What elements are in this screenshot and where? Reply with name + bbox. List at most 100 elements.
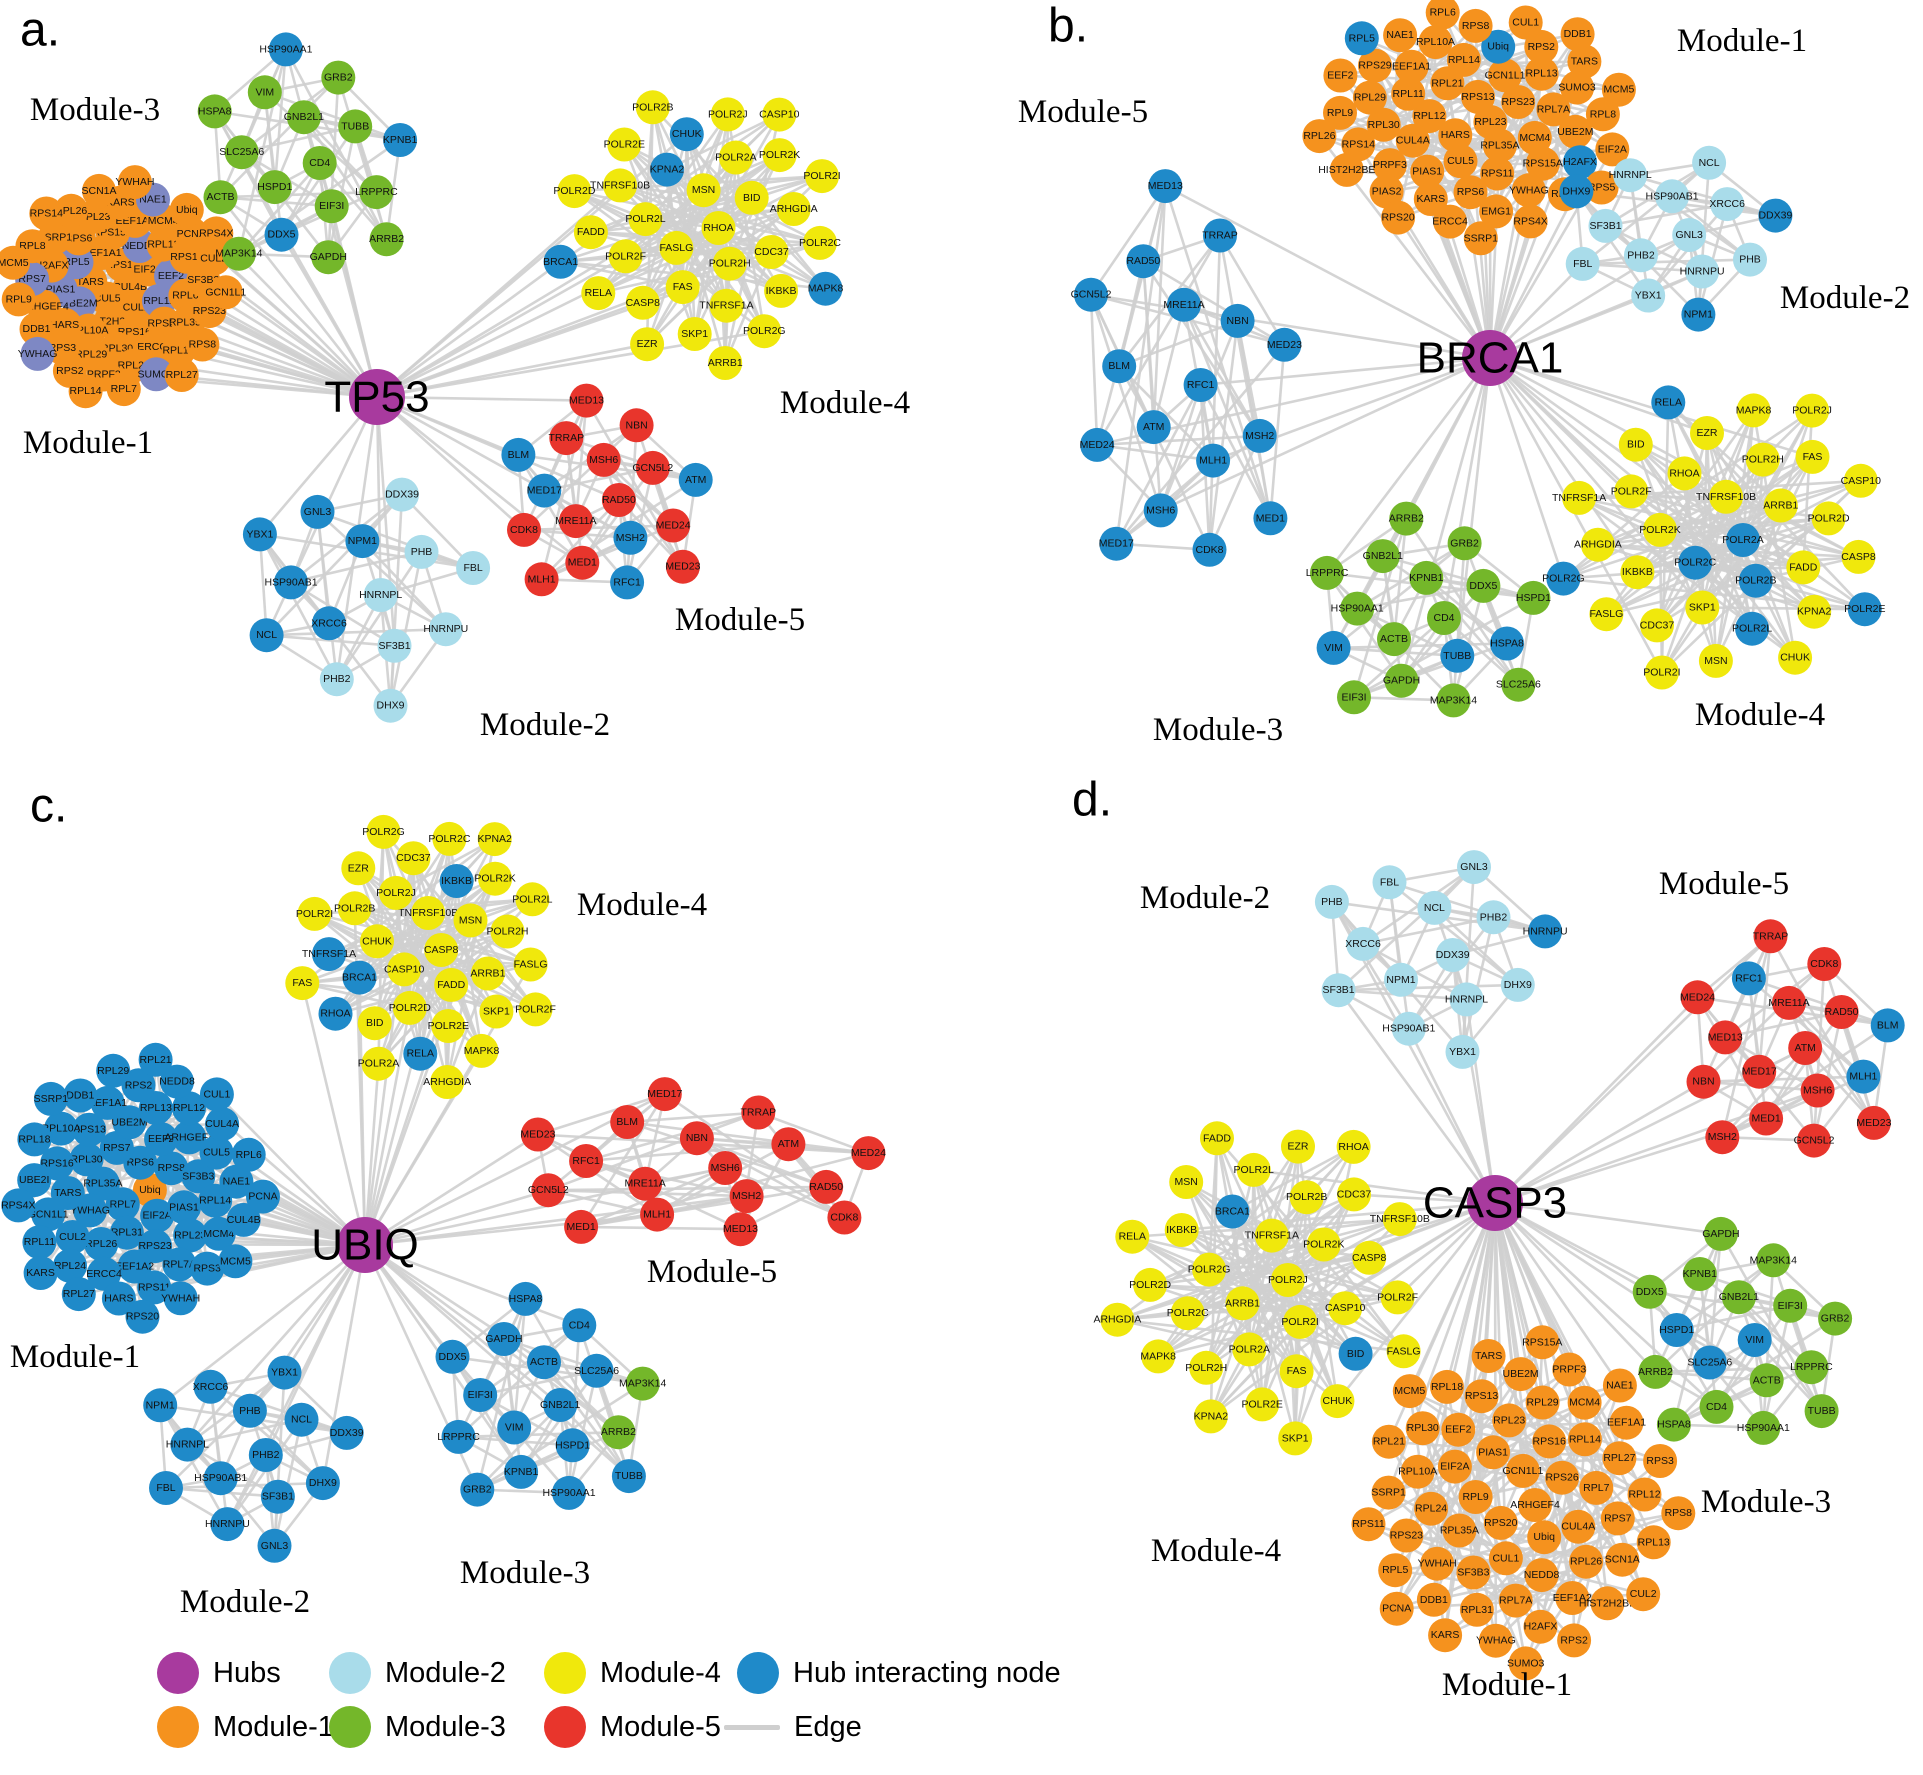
- node-ikbkb[interactable]: [1164, 1213, 1199, 1247]
- node-fas[interactable]: [285, 966, 320, 1001]
- node-cdc37[interactable]: [754, 235, 789, 269]
- node-med17[interactable]: [647, 1077, 682, 1112]
- node-map3k14[interactable]: [1756, 1243, 1791, 1278]
- node-pias1[interactable]: [1410, 154, 1445, 189]
- node-faslg[interactable]: [1386, 1334, 1421, 1369]
- node-gnl3[interactable]: [300, 494, 335, 529]
- node-chuk[interactable]: [1320, 1384, 1355, 1419]
- node-fadd[interactable]: [1200, 1121, 1234, 1156]
- node-slc25a6[interactable]: [224, 135, 259, 170]
- node-atm[interactable]: [1136, 410, 1171, 445]
- node-msh6[interactable]: [1800, 1073, 1835, 1108]
- node-pcna[interactable]: [1379, 1591, 1414, 1626]
- node-lrpprc[interactable]: [359, 175, 394, 210]
- node-ddb1[interactable]: [63, 1078, 98, 1113]
- node-skp1[interactable]: [1685, 590, 1720, 625]
- node-hars[interactable]: [1438, 118, 1473, 153]
- node-rpl10a[interactable]: [44, 1111, 79, 1146]
- node-cd4[interactable]: [302, 146, 337, 180]
- node-fas[interactable]: [665, 270, 700, 305]
- node-gcn5l2[interactable]: [1797, 1123, 1831, 1158]
- node-polr2a[interactable]: [718, 140, 753, 175]
- node-polr2d[interactable]: [392, 990, 427, 1025]
- node-rps15a[interactable]: [1525, 146, 1560, 181]
- node-med23[interactable]: [520, 1117, 555, 1152]
- node-polr2b[interactable]: [1289, 1180, 1324, 1215]
- node-polr2j[interactable]: [1795, 393, 1830, 428]
- node-rfc1[interactable]: [1731, 961, 1766, 996]
- node-gcn1l1[interactable]: [31, 1197, 66, 1232]
- node-polr2c[interactable]: [1678, 545, 1713, 580]
- node-vim[interactable]: [247, 75, 282, 110]
- node-sf3b3[interactable]: [1456, 1555, 1491, 1590]
- node-h2afx[interactable]: [1523, 1609, 1558, 1644]
- node-sf3b1[interactable]: [1588, 208, 1623, 243]
- node-brca1[interactable]: [543, 244, 578, 279]
- node-cul2[interactable]: [1626, 1577, 1661, 1612]
- node-polr2k[interactable]: [1306, 1227, 1341, 1262]
- node-gnb2l1[interactable]: [1365, 539, 1400, 574]
- node-nae1[interactable]: [1602, 1368, 1637, 1403]
- node-rela[interactable]: [403, 1036, 438, 1071]
- node-rps11[interactable]: [1351, 1507, 1386, 1542]
- node-actb[interactable]: [527, 1345, 561, 1380]
- node-mapk8[interactable]: [1736, 393, 1771, 428]
- node-med17[interactable]: [1099, 526, 1134, 561]
- node-msn[interactable]: [1169, 1165, 1204, 1199]
- node-ddx39[interactable]: [385, 477, 419, 512]
- node-grb2[interactable]: [321, 60, 356, 95]
- node-eef2[interactable]: [1323, 58, 1358, 93]
- node-chuk[interactable]: [360, 924, 394, 959]
- node-polr2e[interactable]: [1847, 592, 1882, 627]
- node-rfc1[interactable]: [1183, 368, 1218, 402]
- node-polr2f[interactable]: [518, 992, 553, 1027]
- node-hsp90ab1[interactable]: [203, 1461, 238, 1496]
- node-vim[interactable]: [497, 1410, 532, 1445]
- node-ncl[interactable]: [249, 618, 284, 653]
- node-cul5[interactable]: [199, 1135, 234, 1170]
- node-ddx39[interactable]: [1435, 938, 1470, 972]
- node-rpl6[interactable]: [1425, 0, 1460, 30]
- node-blm[interactable]: [610, 1105, 645, 1139]
- node-polr2i[interactable]: [297, 896, 332, 931]
- node-polr2l[interactable]: [628, 202, 663, 237]
- node-rpl26[interactable]: [1302, 119, 1337, 154]
- node-hnrnpu[interactable]: [428, 612, 463, 647]
- hub-node-brca1[interactable]: [1462, 330, 1518, 386]
- node-ubiq[interactable]: [1527, 1520, 1562, 1555]
- node-sf3b1[interactable]: [1321, 973, 1356, 1008]
- node-cul1[interactable]: [199, 1077, 234, 1112]
- node-tubb[interactable]: [338, 109, 373, 144]
- node-rps11[interactable]: [1480, 156, 1515, 191]
- node-hist2h2be[interactable]: [1590, 1586, 1625, 1621]
- node-gnb2l1[interactable]: [1721, 1280, 1756, 1315]
- node-skp1[interactable]: [479, 994, 514, 1029]
- node-rpl9[interactable]: [1458, 1480, 1493, 1514]
- node-rpl29[interactable]: [1525, 1385, 1560, 1420]
- node-kpna2[interactable]: [477, 822, 512, 857]
- node-kpnb1[interactable]: [1682, 1257, 1717, 1291]
- node-rpl23[interactable]: [173, 1218, 208, 1253]
- node-med24[interactable]: [656, 508, 691, 543]
- node-cdc37[interactable]: [1337, 1177, 1371, 1212]
- node-ddx5[interactable]: [264, 217, 299, 252]
- node-kpna2[interactable]: [1797, 594, 1832, 629]
- node-hsp90aa1[interactable]: [552, 1475, 586, 1510]
- node-rpl11[interactable]: [1391, 76, 1426, 111]
- node-cd4[interactable]: [1427, 601, 1461, 635]
- node-mlh1[interactable]: [1846, 1059, 1881, 1094]
- node-tnfrsf1a[interactable]: [1254, 1218, 1289, 1253]
- node-ercc4[interactable]: [87, 1256, 121, 1291]
- node-hnrnpu[interactable]: [210, 1507, 245, 1542]
- node-polr2j[interactable]: [1270, 1263, 1305, 1297]
- node-rpl7a[interactable]: [1498, 1583, 1533, 1618]
- node-eif2a[interactable]: [140, 1198, 175, 1233]
- node-mre11a[interactable]: [1167, 287, 1201, 322]
- node-rpl23[interactable]: [1492, 1403, 1527, 1438]
- node-h2afx[interactable]: [1563, 145, 1597, 180]
- node-grb2[interactable]: [1447, 526, 1482, 561]
- node-ube2m[interactable]: [112, 1105, 147, 1140]
- node-dhx9[interactable]: [305, 1466, 340, 1501]
- node-polr2g[interactable]: [747, 314, 782, 349]
- node-ywhah[interactable]: [117, 165, 152, 200]
